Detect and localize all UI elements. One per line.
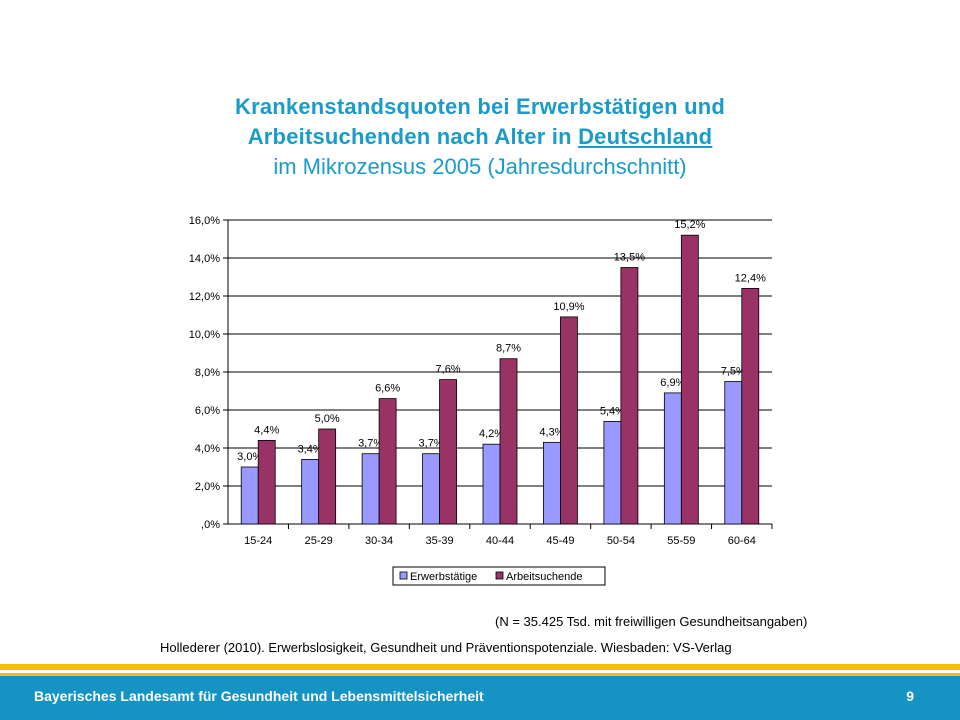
bar-chart: ,0% 2,0% 4,0% 6,0% 8,0% 10,0% 12,0% 14,0% 16,0% 1… [189, 215, 773, 586]
y-tick-label: 14,0% [189, 253, 220, 265]
y-tick-label: 2,0% [195, 481, 220, 493]
data-label: 5,4% [600, 405, 625, 417]
footer-bar: Bayerisches Landesamt für Gesundheit und… [0, 676, 960, 720]
data-label: 3,7% [358, 438, 383, 450]
bar-arbeitsuchende [680, 234, 699, 525]
bar-arbeitsuchende [560, 316, 578, 525]
title-line-2-prefix: Arbeitsuchenden nach Alter in [247, 124, 579, 149]
page-number: 9 [906, 688, 914, 704]
slide-title: Krankenstandsquoten bei Erwerbstätigen u… [0, 92, 960, 182]
data-label: 12,4% [735, 272, 766, 284]
x-tick-label: 45-49 [546, 535, 574, 547]
data-label: 7,5% [721, 366, 746, 378]
data-label: 13,5% [614, 252, 645, 264]
bar-erwerbstätige [663, 392, 682, 525]
legend-swatch [399, 571, 408, 580]
y-tick-label: 6,0% [195, 405, 220, 417]
data-label: 15,2% [674, 219, 705, 231]
x-tick-label: 15-24 [244, 535, 272, 547]
y-tick-label: 16,0% [189, 215, 220, 227]
sample-note: (N = 35.425 Tsd. mit freiwilligen Gesund… [495, 614, 808, 629]
legend-label: Arbeitsuchende [506, 571, 582, 583]
footer-accent-band [0, 664, 960, 670]
bar-erwerbstätige [482, 443, 501, 525]
data-label: 6,6% [375, 383, 400, 395]
x-tick-label: 40-44 [486, 535, 514, 547]
bar-arbeitsuchende [378, 398, 397, 525]
data-label: 4,4% [254, 424, 279, 436]
footer-organization: Bayerisches Landesamt für Gesundheit und… [34, 688, 484, 704]
bar-arbeitsuchende [620, 267, 639, 525]
bar-arbeitsuchende [741, 288, 760, 525]
legend-swatch [495, 571, 504, 580]
footer-accent-gap [0, 670, 960, 673]
x-tick-label: 30-34 [365, 535, 393, 547]
bar-erwerbstätige [724, 381, 743, 525]
x-tick-label: 25-29 [305, 535, 333, 547]
bar-arbeitsuchende [499, 358, 518, 525]
bar-erwerbstätige [361, 453, 380, 525]
data-label: 3,4% [298, 443, 323, 455]
y-tick-label: 12,0% [189, 291, 220, 303]
data-label: 8,7% [496, 343, 521, 355]
data-label: 5,0% [315, 413, 340, 425]
title-line-1: Krankenstandsquoten bei Erwerbstätigen u… [234, 94, 726, 119]
legend-label: Erwerbstätige [410, 571, 477, 583]
source-citation: Hollederer (2010). Erwerbslosigkeit, Ges… [160, 640, 732, 655]
subtitle: im Mikrozensus 2005 (Jahresdurchschnitt) [273, 154, 687, 179]
bar-erwerbstätige [543, 441, 561, 525]
x-tick-label: 55-59 [667, 535, 695, 547]
bar-erwerbstätige [603, 420, 622, 525]
data-label: 3,0% [237, 451, 262, 463]
x-tick-label: 60-64 [728, 535, 756, 547]
title-link-deutschland[interactable]: Deutschland [578, 124, 713, 149]
data-label: 4,2% [479, 428, 504, 440]
data-label: 6,9% [660, 377, 685, 389]
title-line-2: Arbeitsuchenden nach Alter in Deutschlan… [0, 122, 960, 152]
data-label: 3,7% [419, 438, 444, 450]
x-tick-label: 50-54 [607, 535, 635, 547]
bar-erwerbstätige [240, 466, 259, 525]
data-label: 4,3% [539, 426, 564, 438]
footer-accent-band-2 [0, 673, 960, 676]
bar-arbeitsuchende [257, 439, 276, 525]
y-tick-label: 8,0% [195, 367, 220, 379]
data-label: 10,9% [553, 301, 584, 313]
y-tick-label: ,0% [201, 519, 220, 531]
y-tick-label: 10,0% [189, 329, 220, 341]
bar-arbeitsuchende [439, 379, 457, 525]
x-tick-label: 35-39 [425, 535, 453, 547]
bar-erwerbstätige [301, 458, 320, 525]
bar-arbeitsuchende [318, 428, 337, 525]
y-tick-label: 4,0% [195, 443, 220, 455]
bar-erwerbstätige [422, 453, 440, 525]
data-label: 7,6% [436, 364, 461, 376]
